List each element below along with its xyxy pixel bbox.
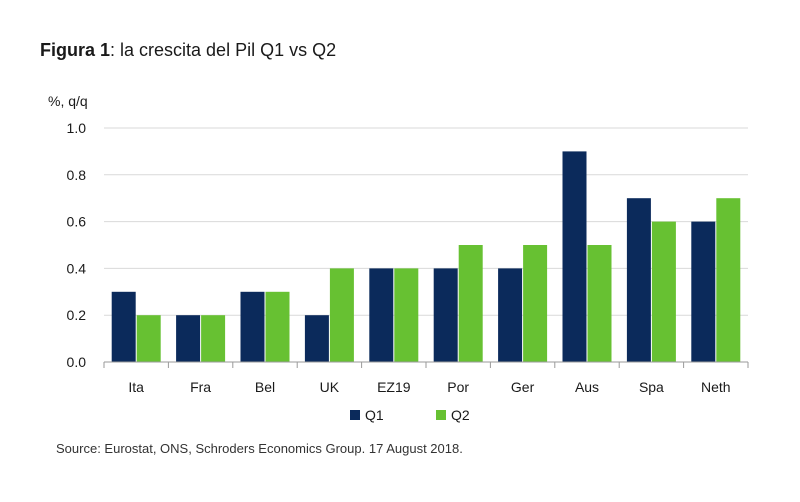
y-tick-label: 0.8 [67,167,87,183]
x-tick-label: Aus [575,379,599,395]
x-tick-label: UK [320,379,340,395]
bar-q2-spa [651,221,676,362]
x-tick-label: Ita [128,379,144,395]
bar-q1-ger [498,268,523,362]
bar-q1-spa [626,198,651,362]
bar-q2-por [458,245,483,362]
source-note: Source: Eurostat, ONS, Schroders Economi… [56,441,463,456]
bar-q1-bel [240,291,265,362]
y-tick-label: 0.0 [67,354,87,370]
bar-q2-aus [587,245,612,362]
bar-q2-fra [201,315,226,362]
bar-q1-neth [691,221,716,362]
legend-swatch-q2 [436,410,446,420]
bar-q1-por [433,268,458,362]
bar-q1-fra [176,315,201,362]
bar-q2-ez19 [394,268,419,362]
y-tick-label: 0.4 [67,260,87,276]
y-tick-label: 0.6 [67,214,87,230]
bar-q1-aus [562,151,587,362]
y-tick-label: 0.2 [67,307,87,323]
bar-q1-ita [111,291,136,362]
legend-label-q2: Q2 [451,407,470,423]
bar-q2-neth [716,198,741,362]
y-tick-label: 1.0 [67,120,87,136]
bar-q1-uk [304,315,329,362]
x-tick-label: Fra [190,379,211,395]
legend-label-q1: Q1 [365,407,384,423]
bar-chart: %, q/q 0.0 0.2 0.4 0.6 0.8 1.0 Ita Fra Bel UK EZ19 P… [48,93,749,423]
bar-q2-uk [329,268,354,362]
bar-q1-ez19 [369,268,394,362]
page-title: Figura 1: la crescita del Pil Q1 vs Q2 [40,40,336,61]
title-text: : la crescita del Pil Q1 vs Q2 [110,40,337,60]
title-figure-label: Figura 1 [40,40,111,60]
bar-q2-bel [265,291,290,362]
x-tick-label: Por [447,379,469,395]
x-tick-label: Neth [701,379,731,395]
legend-swatch-q1 [350,410,360,420]
bar-q2-ita [136,315,161,362]
x-tick-label: Bel [255,379,275,395]
x-tick-label: Ger [511,379,535,395]
y-axis-label: %, q/q [48,93,88,109]
x-tick-label: Spa [639,379,664,395]
x-tick-label: EZ19 [377,379,411,395]
bar-q2-ger [523,245,548,362]
